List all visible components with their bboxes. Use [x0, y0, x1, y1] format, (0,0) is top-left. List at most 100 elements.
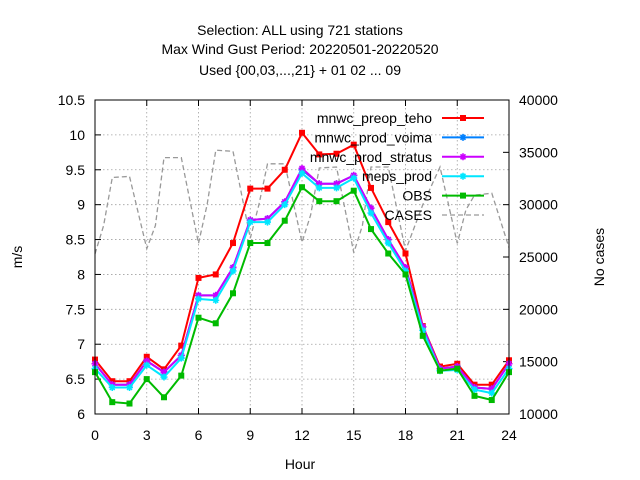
data-point: [333, 180, 340, 188]
data-point: [212, 320, 219, 327]
data-point: [471, 386, 478, 394]
series-OBS: [92, 184, 512, 407]
data-point: [384, 239, 392, 247]
data-point: [298, 169, 306, 177]
y-tick-label: 9: [77, 197, 85, 213]
x-tick-label: 24: [501, 427, 517, 443]
x-tick-label: 0: [91, 427, 99, 443]
data-point: [212, 296, 220, 304]
data-point: [160, 373, 168, 381]
y2-tick-label: 35000: [519, 144, 558, 160]
y-tick-label: 6: [77, 406, 85, 422]
data-point: [402, 271, 409, 278]
y-axis-label: m/s: [9, 246, 25, 269]
x-tick-label: 12: [294, 427, 310, 443]
data-point: [350, 141, 357, 148]
data-point: [281, 166, 288, 173]
data-point: [368, 226, 374, 233]
data-point: [109, 399, 116, 406]
data-point: [333, 150, 340, 157]
legend-marker: [460, 115, 466, 121]
data-point: [212, 291, 220, 299]
data-point: [247, 185, 254, 192]
data-point: [195, 274, 202, 281]
legend-label: mnwc_preop_teho: [317, 110, 432, 126]
y-tick-label: 6.5: [66, 371, 86, 387]
legend-marker: [459, 153, 467, 161]
data-point: [315, 180, 323, 188]
x-tick-label: 3: [143, 427, 151, 443]
data-point: [437, 367, 443, 374]
data-point: [333, 198, 340, 205]
y-tick-label: 9.5: [66, 162, 86, 178]
data-point: [264, 218, 271, 226]
data-point: [264, 240, 271, 247]
data-point: [316, 151, 323, 158]
y-tick-label: 7.5: [66, 301, 86, 317]
data-point: [488, 397, 495, 404]
data-point: [281, 217, 288, 224]
data-point: [385, 219, 392, 226]
data-point: [298, 164, 306, 172]
data-point: [333, 184, 340, 192]
y2-axis-ticks: 10000 15000 20000 25000 30000 35000 40000: [503, 92, 558, 422]
y2-tick-label: 40000: [519, 92, 558, 108]
y2-tick-label: 30000: [519, 197, 558, 213]
data-point: [126, 383, 133, 391]
title-line-3: Used {00,03,...,21} + 01 02 ... 09: [199, 62, 401, 78]
legend-label: mnwc_prod_voima: [315, 129, 433, 145]
data-point: [315, 184, 323, 192]
legend-label: meps_prod: [362, 168, 432, 184]
data-point: [350, 174, 358, 182]
y2-tick-label: 10000: [519, 406, 558, 422]
x-tick-label: 15: [346, 427, 362, 443]
data-point: [161, 394, 167, 401]
legend-label: mnwc_prod_stratus: [310, 149, 432, 165]
y-tick-label: 8.5: [66, 232, 86, 248]
legend-marker: [459, 133, 467, 141]
x-axis-ticks: 0 3 6 9 12 15 18 21 24: [91, 100, 517, 443]
grid-lines: [95, 100, 509, 414]
legend: mnwc_preop_teho mnwc_prod_voima mnwc_prod_…: [310, 110, 484, 223]
data-point: [143, 376, 150, 383]
data-point: [230, 290, 236, 297]
data-point: [264, 185, 271, 192]
y2-axis-label: No cases: [591, 228, 607, 286]
legend-label: CASES: [385, 207, 432, 223]
chart-title: Selection: ALL using 721 stations Max Wi…: [161, 22, 438, 78]
data-point: [178, 342, 185, 349]
data-point: [281, 201, 289, 209]
data-point: [299, 184, 305, 191]
data-point: [488, 389, 496, 397]
data-point: [316, 198, 323, 205]
y2-tick-label: 15000: [519, 354, 558, 370]
x-tick-label: 6: [195, 427, 203, 443]
y-tick-label: 8: [77, 266, 85, 282]
data-series: [91, 129, 513, 407]
data-point: [246, 218, 254, 226]
data-point: [367, 204, 375, 212]
data-point: [143, 357, 151, 365]
data-point: [126, 400, 133, 407]
data-point: [350, 187, 357, 194]
data-point: [368, 184, 374, 191]
data-point: [367, 209, 375, 217]
data-point: [419, 332, 426, 339]
data-point: [230, 240, 236, 247]
plot-frame: [94, 99, 510, 415]
legend-label: OBS: [402, 188, 432, 204]
x-tick-label: 21: [449, 427, 465, 443]
y-tick-label: 10.5: [58, 92, 85, 108]
data-point: [229, 267, 237, 275]
title-line-2: Max Wind Gust Period: 20220501-20220520: [161, 41, 438, 57]
data-point: [488, 385, 496, 393]
y-tick-label: 10: [69, 127, 85, 143]
data-point: [247, 240, 254, 247]
data-point: [488, 381, 495, 388]
series-mnwc_prod_stratus: [91, 164, 513, 393]
data-point: [195, 314, 202, 321]
data-point: [160, 368, 168, 376]
data-point: [299, 129, 305, 136]
data-point: [108, 383, 116, 391]
